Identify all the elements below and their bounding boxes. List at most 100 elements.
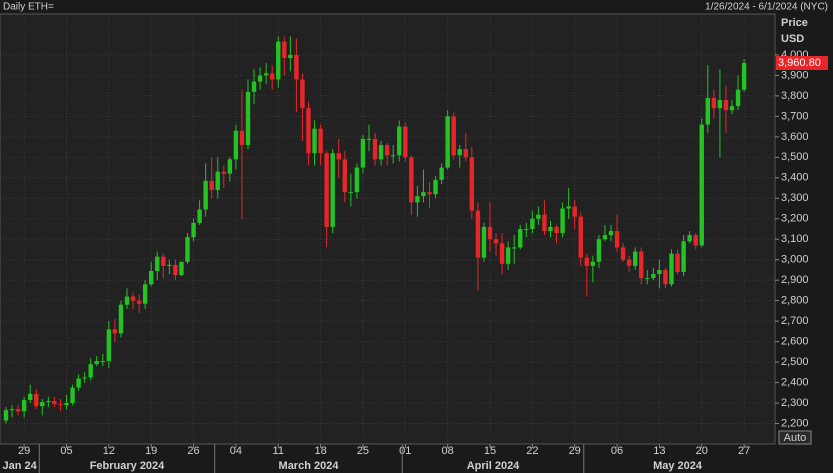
candle-body xyxy=(578,216,583,258)
candle-body xyxy=(118,304,124,334)
candle-body xyxy=(639,251,644,279)
candle-body xyxy=(542,214,547,232)
y-tick-label: 3,100 xyxy=(781,233,809,245)
candle-body xyxy=(21,399,27,412)
candle-body xyxy=(433,179,438,195)
candle-body xyxy=(487,226,493,240)
candle-body xyxy=(548,226,553,232)
x-tick-label: 05 xyxy=(60,445,72,457)
y-axis-title: Price xyxy=(781,17,808,29)
x-tick-label: 15 xyxy=(484,445,496,457)
candle-body xyxy=(723,100,729,111)
y-tick-label: 3,300 xyxy=(781,192,809,204)
candle-body xyxy=(391,155,396,157)
y-tick-label: 3,400 xyxy=(781,172,809,184)
candle-body xyxy=(620,247,626,260)
chart-title: Daily ETH= xyxy=(3,2,54,13)
candle-body xyxy=(518,229,523,248)
candle-body xyxy=(439,167,444,180)
candle-body xyxy=(596,239,602,262)
candle-body xyxy=(185,237,190,262)
x-tick-label: 27 xyxy=(738,445,750,457)
candle-body xyxy=(34,393,39,407)
candle-body xyxy=(584,257,589,266)
month-label: Jan 24 xyxy=(3,460,38,472)
candle-body xyxy=(348,192,354,194)
candle-body xyxy=(475,210,481,258)
y-tick-label: 3,900 xyxy=(781,69,809,81)
x-tick-label: 08 xyxy=(442,445,454,457)
candle-body xyxy=(270,73,275,80)
x-tick-label: 29 xyxy=(569,445,581,457)
candle-body xyxy=(336,153,341,160)
auto-button[interactable] xyxy=(778,430,812,445)
candle-body xyxy=(342,159,347,193)
candle-body xyxy=(614,231,620,248)
candle-body xyxy=(645,278,650,280)
candle-body xyxy=(415,196,420,203)
candle-body xyxy=(681,241,686,272)
candle-body xyxy=(130,296,136,301)
candle-body xyxy=(530,218,535,229)
candle-body xyxy=(512,247,517,249)
candle-body xyxy=(221,171,226,174)
candle-body xyxy=(88,364,93,378)
candle-body xyxy=(505,247,511,264)
candle-body xyxy=(294,54,299,80)
x-tick-label: 26 xyxy=(187,445,199,457)
candle-body xyxy=(717,100,723,109)
candle-body xyxy=(179,261,184,276)
candle-body xyxy=(64,403,69,406)
x-tick-label: 12 xyxy=(103,445,115,457)
candle-body xyxy=(378,145,384,160)
auto-button-label[interactable]: Auto xyxy=(784,432,807,444)
candle-body xyxy=(3,410,9,421)
y-tick-label: 3,000 xyxy=(781,254,809,266)
candle-body xyxy=(602,235,608,240)
candle-body xyxy=(263,73,269,76)
month-label: May 2024 xyxy=(653,460,703,472)
y-tick-label: 2,700 xyxy=(781,315,809,327)
y-tick-label: 2,900 xyxy=(781,274,809,286)
candle-body xyxy=(409,157,414,203)
grid xyxy=(0,14,775,444)
candle-body xyxy=(312,128,317,154)
y-tick-label: 2,600 xyxy=(781,336,809,348)
x-tick-label: 13 xyxy=(653,445,665,457)
candle-body xyxy=(729,106,735,111)
candle-body xyxy=(572,206,577,217)
month-label: February 2024 xyxy=(90,460,165,472)
candle-body xyxy=(70,387,75,404)
candle-body xyxy=(306,108,311,154)
candle-body xyxy=(197,209,202,223)
x-tick-label: 11 xyxy=(273,445,284,457)
month-label: April 2024 xyxy=(467,460,520,472)
y-tick-label: 2,500 xyxy=(781,356,809,368)
candle-body xyxy=(167,264,172,266)
candle-body xyxy=(590,261,596,266)
y-tick-label: 3,500 xyxy=(781,151,809,163)
candle-body xyxy=(354,167,360,193)
month-label: March 2024 xyxy=(279,460,340,472)
candle-body xyxy=(705,97,710,125)
candle-body xyxy=(276,41,281,80)
candle-body xyxy=(675,253,680,272)
candle-body xyxy=(161,256,166,266)
range-label: 1/26/2024 - 6/1/2024 (NYC) xyxy=(705,2,828,13)
candle-body xyxy=(257,75,263,82)
candle-body xyxy=(499,243,505,264)
candle-body xyxy=(372,138,378,160)
candle-body xyxy=(421,192,426,197)
x-tick-label: 22 xyxy=(526,445,538,457)
candle-body xyxy=(403,126,408,158)
candle-body xyxy=(52,401,57,405)
x-tick-label: 06 xyxy=(611,445,623,457)
candle-body xyxy=(741,62,747,90)
candle-body xyxy=(536,214,541,219)
candle-body xyxy=(173,264,178,276)
candle-body xyxy=(191,222,196,238)
candle-body xyxy=(142,284,148,304)
candle-body xyxy=(457,149,462,156)
candle-body xyxy=(15,409,21,412)
